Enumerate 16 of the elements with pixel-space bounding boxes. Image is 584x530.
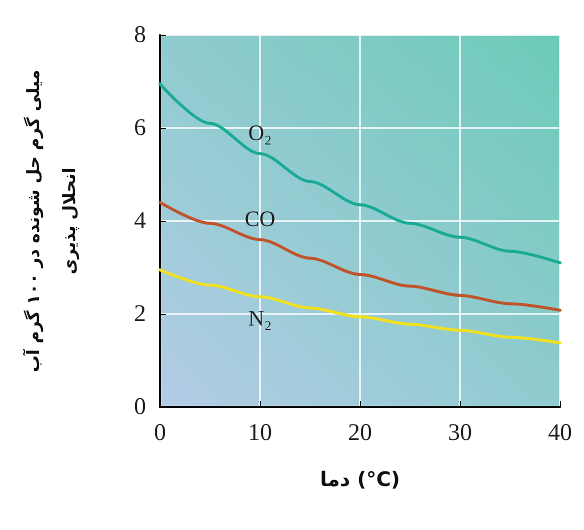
y-tick-label: 4 (134, 208, 146, 234)
y-axis-title: میلی گرم حل شونده در ۱۰۰ گرم آب انحلال پذیری (22, 70, 80, 372)
x-tick-label: 10 (248, 420, 272, 446)
y-tick-label: 2 (134, 301, 146, 327)
line-series (158, 268, 562, 344)
x-tick-label: 20 (348, 420, 372, 446)
x-tick-label: 40 (548, 420, 572, 446)
line-series (158, 82, 562, 264)
line-series (158, 200, 562, 312)
x-axis-title: دما (°C) (320, 467, 400, 491)
series-label: N₂ (248, 305, 272, 330)
y-tick-label: 0 (134, 394, 146, 420)
x-tick-label: 30 (448, 420, 472, 446)
x-tick-label: 0 (154, 420, 166, 446)
y-tick-label: 8 (134, 22, 146, 48)
y-tick-label: 6 (134, 115, 146, 141)
